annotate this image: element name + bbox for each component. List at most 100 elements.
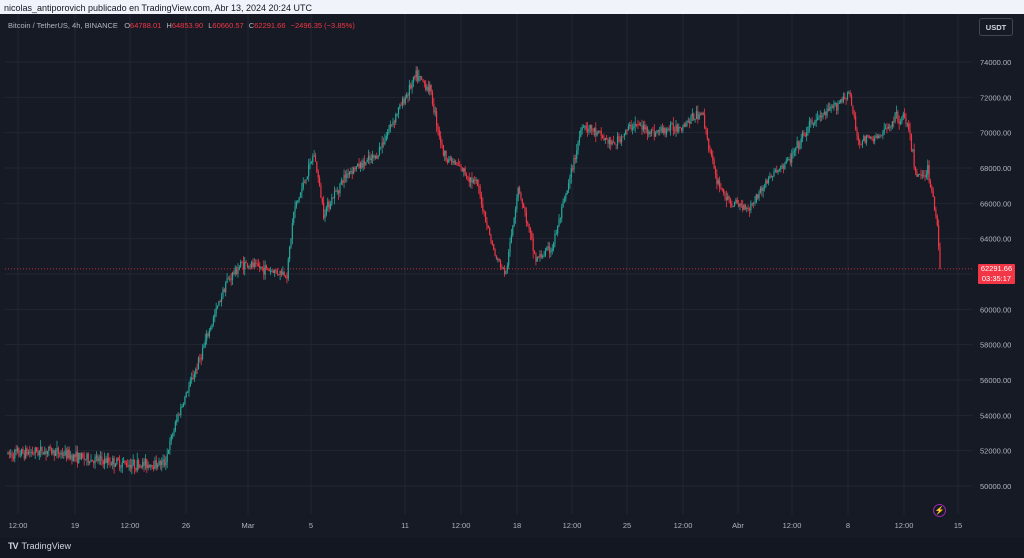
candle-body: [655, 132, 657, 137]
candle-body: [138, 460, 140, 468]
candle-body: [127, 465, 129, 467]
brand[interactable]: TV TradingView: [8, 541, 71, 551]
candle-body: [603, 138, 605, 141]
candle-body: [494, 249, 496, 257]
candle-body: [68, 449, 70, 458]
candle-body: [517, 187, 519, 198]
candle-body: [687, 121, 689, 122]
currency-button[interactable]: USDT: [979, 18, 1013, 36]
candle-body: [939, 247, 941, 269]
candle-body: [69, 455, 72, 458]
candle-body: [591, 124, 593, 131]
x-tick-label: 12:00: [674, 521, 693, 530]
candle-body: [782, 165, 785, 169]
candle-body: [724, 193, 726, 198]
candle-body: [829, 107, 831, 111]
candle-body: [410, 84, 412, 89]
publisher-caption: nicolas_antiporovich publicado en Tradin…: [4, 3, 313, 13]
candle-body: [516, 197, 518, 210]
candle-body: [634, 123, 636, 126]
candle-body: [45, 451, 47, 455]
candle-body: [702, 112, 704, 115]
candle-body: [819, 115, 821, 118]
candle-body: [210, 327, 212, 331]
candle-body: [529, 228, 532, 233]
candle-body: [60, 452, 62, 455]
y-tick-label: 52000.00: [980, 447, 1011, 456]
candle-body: [880, 135, 883, 137]
price-chart[interactable]: 50000.00 52000.00 54000.00 56000.00 58000.00…: [0, 14, 1024, 538]
lightning-icon[interactable]: ⚡: [933, 504, 946, 517]
candle-body: [475, 179, 477, 181]
candle-body: [450, 157, 453, 163]
candle-body: [637, 124, 639, 125]
candle-body: [493, 244, 495, 250]
candle-body: [124, 460, 126, 463]
price-axis[interactable]: 50000.00 52000.00 54000.00 56000.00 58000.00…: [980, 58, 1011, 491]
x-tick-label: 12:00: [452, 521, 471, 530]
candle-body: [731, 203, 733, 207]
candle-body: [460, 166, 462, 168]
candle-body: [766, 180, 768, 184]
candle-body: [87, 453, 89, 463]
candle-body: [61, 452, 64, 456]
x-tick-label: 12:00: [9, 521, 28, 530]
candle-body: [295, 202, 298, 207]
candle-body: [916, 171, 918, 177]
candle-body: [909, 129, 911, 135]
candle-body: [67, 449, 69, 459]
tradingview-logo-icon: TV: [8, 541, 18, 551]
candle-body: [808, 121, 810, 127]
candle-body: [392, 121, 394, 125]
candle-body: [250, 261, 253, 268]
candle-body: [753, 202, 755, 204]
candle-body: [177, 414, 179, 420]
candle-body: [871, 136, 873, 140]
candle-body: [508, 252, 510, 266]
candle-body: [90, 459, 92, 462]
candle-body: [201, 348, 204, 360]
candle-body: [456, 162, 458, 166]
candle-body: [816, 117, 819, 120]
candle-body: [79, 452, 81, 460]
candle-body: [872, 139, 874, 142]
candle-body: [714, 168, 717, 174]
y-tick-label: 64000.00: [980, 235, 1011, 244]
candle-body: [558, 218, 560, 226]
candle-body: [562, 201, 564, 207]
candle-body: [218, 301, 220, 306]
time-axis[interactable]: 12:00 19 12:00 26 Mar 5 11 12:00 18 12:00 25 12:00 A…: [9, 521, 963, 530]
candle-body: [788, 159, 790, 160]
candle-body: [401, 98, 404, 105]
candle-body: [906, 123, 908, 125]
candle-body: [109, 462, 111, 465]
candle-body: [143, 461, 145, 466]
candle-body: [772, 176, 774, 177]
candle-body: [429, 84, 431, 91]
candle-body: [618, 136, 620, 139]
candle-body: [925, 174, 927, 177]
candle-body: [333, 191, 336, 199]
candle-body: [267, 267, 269, 270]
candle-body: [135, 468, 137, 471]
candle-body: [528, 224, 530, 229]
candle-body: [641, 125, 643, 130]
candle-body: [468, 177, 470, 183]
candle-body: [363, 160, 366, 165]
candle-body: [478, 186, 480, 187]
candle-body: [667, 128, 669, 131]
candle-body: [787, 159, 789, 161]
candle-body: [146, 459, 148, 468]
candle-body: [923, 175, 925, 177]
candle-body: [129, 464, 132, 469]
candle-body: [684, 123, 687, 127]
candle-body: [619, 138, 621, 142]
candle-body: [140, 465, 142, 467]
candle-body: [936, 215, 938, 226]
candle-body: [814, 121, 816, 125]
candle-body: [674, 130, 676, 132]
low-label: L: [208, 21, 213, 30]
candle-body: [256, 263, 258, 264]
candle-body: [665, 130, 668, 134]
candle-body: [327, 201, 329, 207]
